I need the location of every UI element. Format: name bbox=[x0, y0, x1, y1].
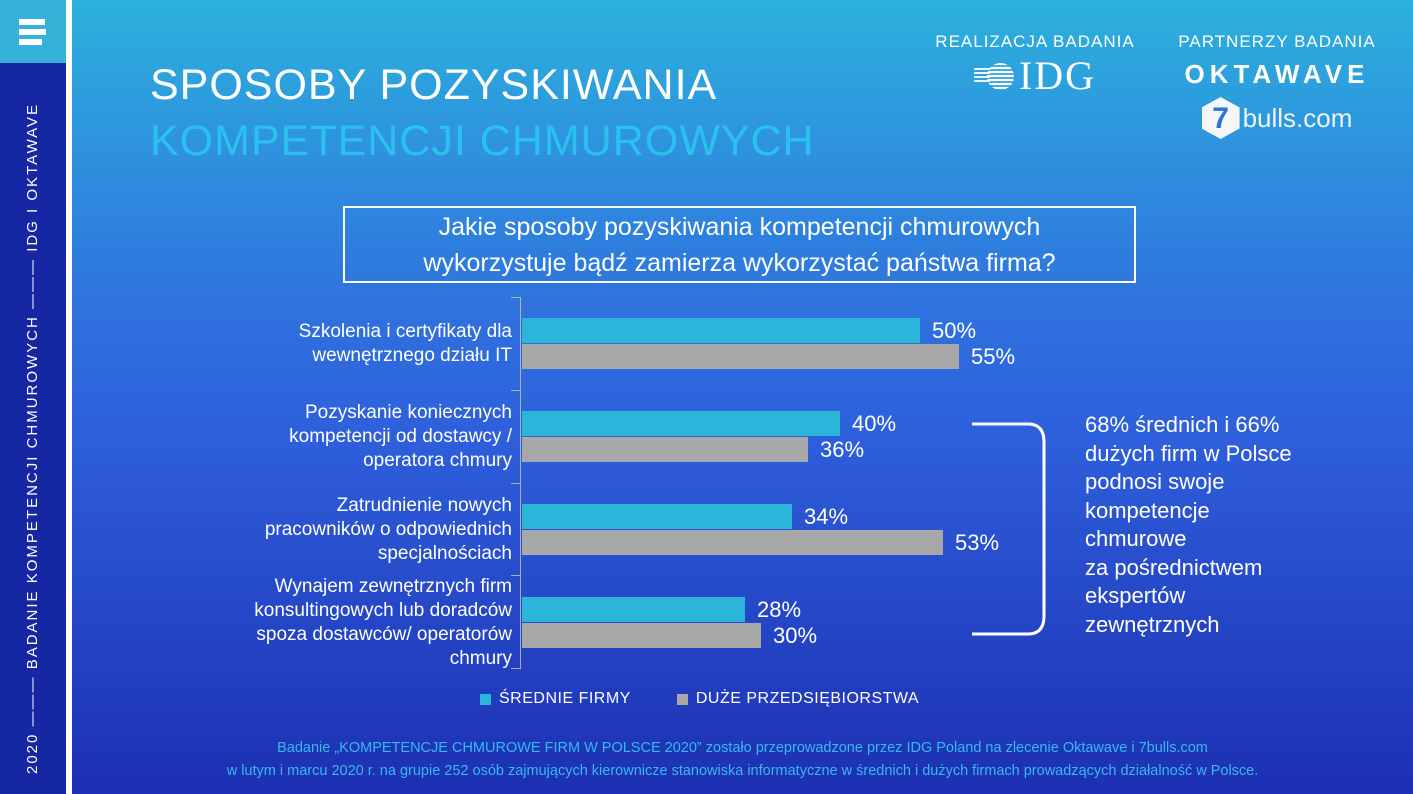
bar-du-e-przedsi-biorstwa bbox=[522, 344, 959, 369]
bar-value-label: 50% bbox=[932, 317, 977, 343]
bracket-shape bbox=[972, 422, 1046, 636]
bar-value-label: 53% bbox=[955, 529, 1000, 555]
idg-globe-speedlines-icon bbox=[973, 68, 990, 84]
survey-question-box: Jakie sposoby pozyskiwania kompetencji c… bbox=[343, 206, 1136, 283]
idg-globe-icon bbox=[986, 62, 1014, 90]
sevenbulls-logo: 7 bulls.com bbox=[1152, 97, 1402, 139]
bar--rednie-firmy bbox=[522, 318, 920, 343]
key-insight-text: 68% średnich i 66% dużych firm w Polsce … bbox=[1085, 412, 1292, 637]
bar-value-label: 30% bbox=[773, 622, 818, 648]
footer-note: Badanie „KOMPETENCJE CHMUROWE FIRM W POL… bbox=[72, 737, 1413, 783]
page-title-line2: KOMPETENCJI CHMUROWYCH bbox=[150, 117, 815, 165]
chart-row: Zatrudnienie nowych pracowników o odpowi… bbox=[250, 483, 1250, 576]
chart-row: Pozyskanie koniecznych kompetencji od do… bbox=[250, 390, 1250, 483]
legend-label: DUŻE PRZEDSIĘBIORSTWA bbox=[695, 690, 920, 707]
hamburger-icon bbox=[19, 18, 45, 25]
axis-tick bbox=[511, 575, 520, 576]
axis-tick bbox=[511, 668, 520, 669]
bar--rednie-firmy bbox=[522, 411, 840, 436]
bar-value-label: 36% bbox=[820, 436, 865, 462]
bar-du-e-przedsi-biorstwa bbox=[522, 437, 808, 462]
sevenbulls-number: 7 bbox=[1212, 102, 1229, 135]
bar-du-e-przedsi-biorstwa bbox=[522, 623, 761, 648]
bar--rednie-firmy bbox=[522, 504, 792, 529]
idg-logo: IDG bbox=[935, 56, 1135, 96]
legend-swatch-icon bbox=[676, 693, 688, 705]
bar-chart: Szkolenia i certyfikaty dla wewnętrznego… bbox=[250, 297, 1250, 669]
bar--rednie-firmy bbox=[522, 597, 745, 622]
chart-legend: ŚREDNIE FIRMY DUŻE PRZEDSIĘBIORSTWA bbox=[480, 690, 919, 708]
page-title: SPOSOBY POZYSKIWANIA KOMPETENCJI CHMUROW… bbox=[150, 57, 815, 169]
chart-axis-line bbox=[520, 297, 521, 669]
oktawave-logo: OKTAWAVE bbox=[1184, 59, 1370, 89]
axis-tick bbox=[511, 390, 520, 391]
category-label: Wynajem zewnętrznych firm konsultingowyc… bbox=[254, 575, 512, 669]
page-title-line1: SPOSOBY POZYSKIWANIA bbox=[150, 61, 718, 109]
sevenbulls-hexagon-icon: 7 bbox=[1201, 97, 1240, 139]
chart-row: Szkolenia i certyfikaty dla wewnętrznego… bbox=[250, 297, 1250, 390]
bar-du-e-przedsi-biorstwa bbox=[522, 530, 943, 555]
realizacja-badania-heading: REALIZACJA BADANIA bbox=[935, 32, 1135, 51]
partnerzy-badania-heading: PARTNERZY BADANIA bbox=[1178, 32, 1376, 51]
sidebar: 2020 ——— BADANIE KOMPETENCJI CHMUROWYCH … bbox=[0, 0, 66, 794]
legend-item: ŚREDNIE FIRMY bbox=[480, 690, 631, 708]
legend-item: DUŻE PRZEDSIĘBIORSTWA bbox=[676, 690, 920, 708]
legend-swatch-icon bbox=[480, 693, 491, 705]
footer-line2: w lutym i marcu 2020 r. na grupie 252 os… bbox=[226, 763, 1259, 779]
sevenbulls-logo-text: bulls.com bbox=[1242, 102, 1353, 133]
hamburger-menu-button[interactable] bbox=[0, 0, 66, 63]
idg-logo-text: IDG bbox=[1018, 53, 1097, 98]
category-label: Zatrudnienie nowych pracowników o odpowi… bbox=[264, 494, 512, 564]
category-label: Pozyskanie koniecznych kompetencji od do… bbox=[289, 401, 512, 471]
sidebar-divider bbox=[66, 0, 72, 794]
bar-value-label: 28% bbox=[757, 596, 802, 622]
category-label: Szkolenia i certyfikaty dla wewnętrznego… bbox=[298, 320, 512, 366]
legend-label: ŚREDNIE FIRMY bbox=[499, 690, 631, 707]
bar-value-label: 55% bbox=[971, 343, 1016, 369]
bar-value-label: 40% bbox=[852, 410, 897, 436]
chart-row: Wynajem zewnętrznych firm konsultingowyc… bbox=[250, 576, 1250, 669]
footer-line1: Badanie „KOMPETENCJE CHMUROWE FIRM W POL… bbox=[277, 740, 1208, 756]
bar-value-label: 34% bbox=[804, 503, 849, 529]
axis-tick bbox=[511, 297, 520, 298]
sidebar-vertical-label: 2020 ——— BADANIE KOMPETENCJI CHMUROWYCH … bbox=[24, 102, 41, 774]
axis-tick bbox=[511, 483, 520, 484]
